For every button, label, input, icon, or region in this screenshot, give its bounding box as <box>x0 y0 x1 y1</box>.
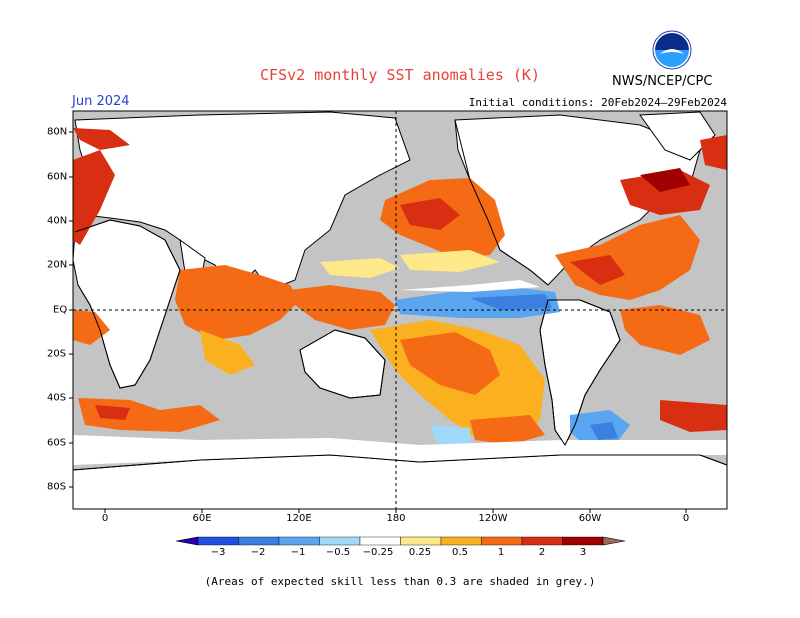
lat-label: 60N <box>47 171 68 183</box>
colorbar-segment <box>562 536 604 546</box>
land-masses <box>73 111 727 509</box>
lat-label: 40S <box>47 392 67 404</box>
colorbar-segment <box>197 536 239 546</box>
colorbar-segment <box>238 536 280 546</box>
colorbar-label: 3 <box>579 547 587 558</box>
colorbar-label: 0.25 <box>408 547 432 558</box>
colorbar-label: 1 <box>497 547 505 558</box>
forecast-month: Jun 2024 <box>72 94 130 109</box>
lon-ticks <box>104 509 687 513</box>
colorbar-segment <box>481 536 523 546</box>
colorbar-label: −2 <box>250 547 266 558</box>
lon-label: 60E <box>192 513 212 524</box>
colorbar-arrow-left <box>175 536 199 546</box>
lat-label: 20S <box>47 348 67 360</box>
map-title: CFSv2 monthly SST anomalies (K) <box>260 66 540 84</box>
lat-ticks <box>69 131 73 488</box>
noaa-logo-icon <box>652 30 692 70</box>
north-atlantic-warm-anomaly <box>555 215 700 300</box>
colorbar-label: −0.25 <box>362 547 394 558</box>
colorbar-segment <box>400 536 442 546</box>
colorbar-segment <box>278 536 320 546</box>
initial-conditions: Initial conditions: 20Feb2024–29Feb2024 <box>468 96 727 109</box>
colorbar-segment <box>521 536 563 546</box>
colorbar-label: 0.5 <box>452 547 468 558</box>
lat-label: 80N <box>47 126 68 138</box>
coastlines <box>73 119 727 471</box>
colorbar-segment <box>440 536 482 546</box>
colorbar <box>175 536 626 546</box>
colorbar-label: 2 <box>538 547 546 558</box>
colorbar-label: −3 <box>210 547 226 558</box>
lon-label: 180 <box>386 513 406 524</box>
colorbar-segment <box>319 536 361 546</box>
colorbar-label: −1 <box>290 547 306 558</box>
lon-label: 60W <box>578 513 602 524</box>
agency-label: NWS/NCEP/CPC <box>612 74 713 89</box>
lat-label: 40N <box>47 215 68 227</box>
lon-label: 0 <box>101 513 109 524</box>
anomaly-patches <box>73 128 727 465</box>
lon-label: 120W <box>478 513 508 524</box>
colorbar-label: −0.5 <box>325 547 351 558</box>
lat-label: 20N <box>47 259 68 271</box>
colorbar-segment <box>359 536 401 546</box>
lon-label: 0 <box>682 513 690 524</box>
colorbar-arrow-right <box>602 536 626 546</box>
indian-ocean-warm-anomaly <box>175 265 300 340</box>
lat-label: EQ <box>53 304 68 316</box>
lat-label: 60S <box>47 437 67 449</box>
lon-label: 120E <box>286 513 312 524</box>
lat-label: 80S <box>47 481 67 493</box>
skill-footnote: (Areas of expected skill less than 0.3 a… <box>204 575 596 588</box>
